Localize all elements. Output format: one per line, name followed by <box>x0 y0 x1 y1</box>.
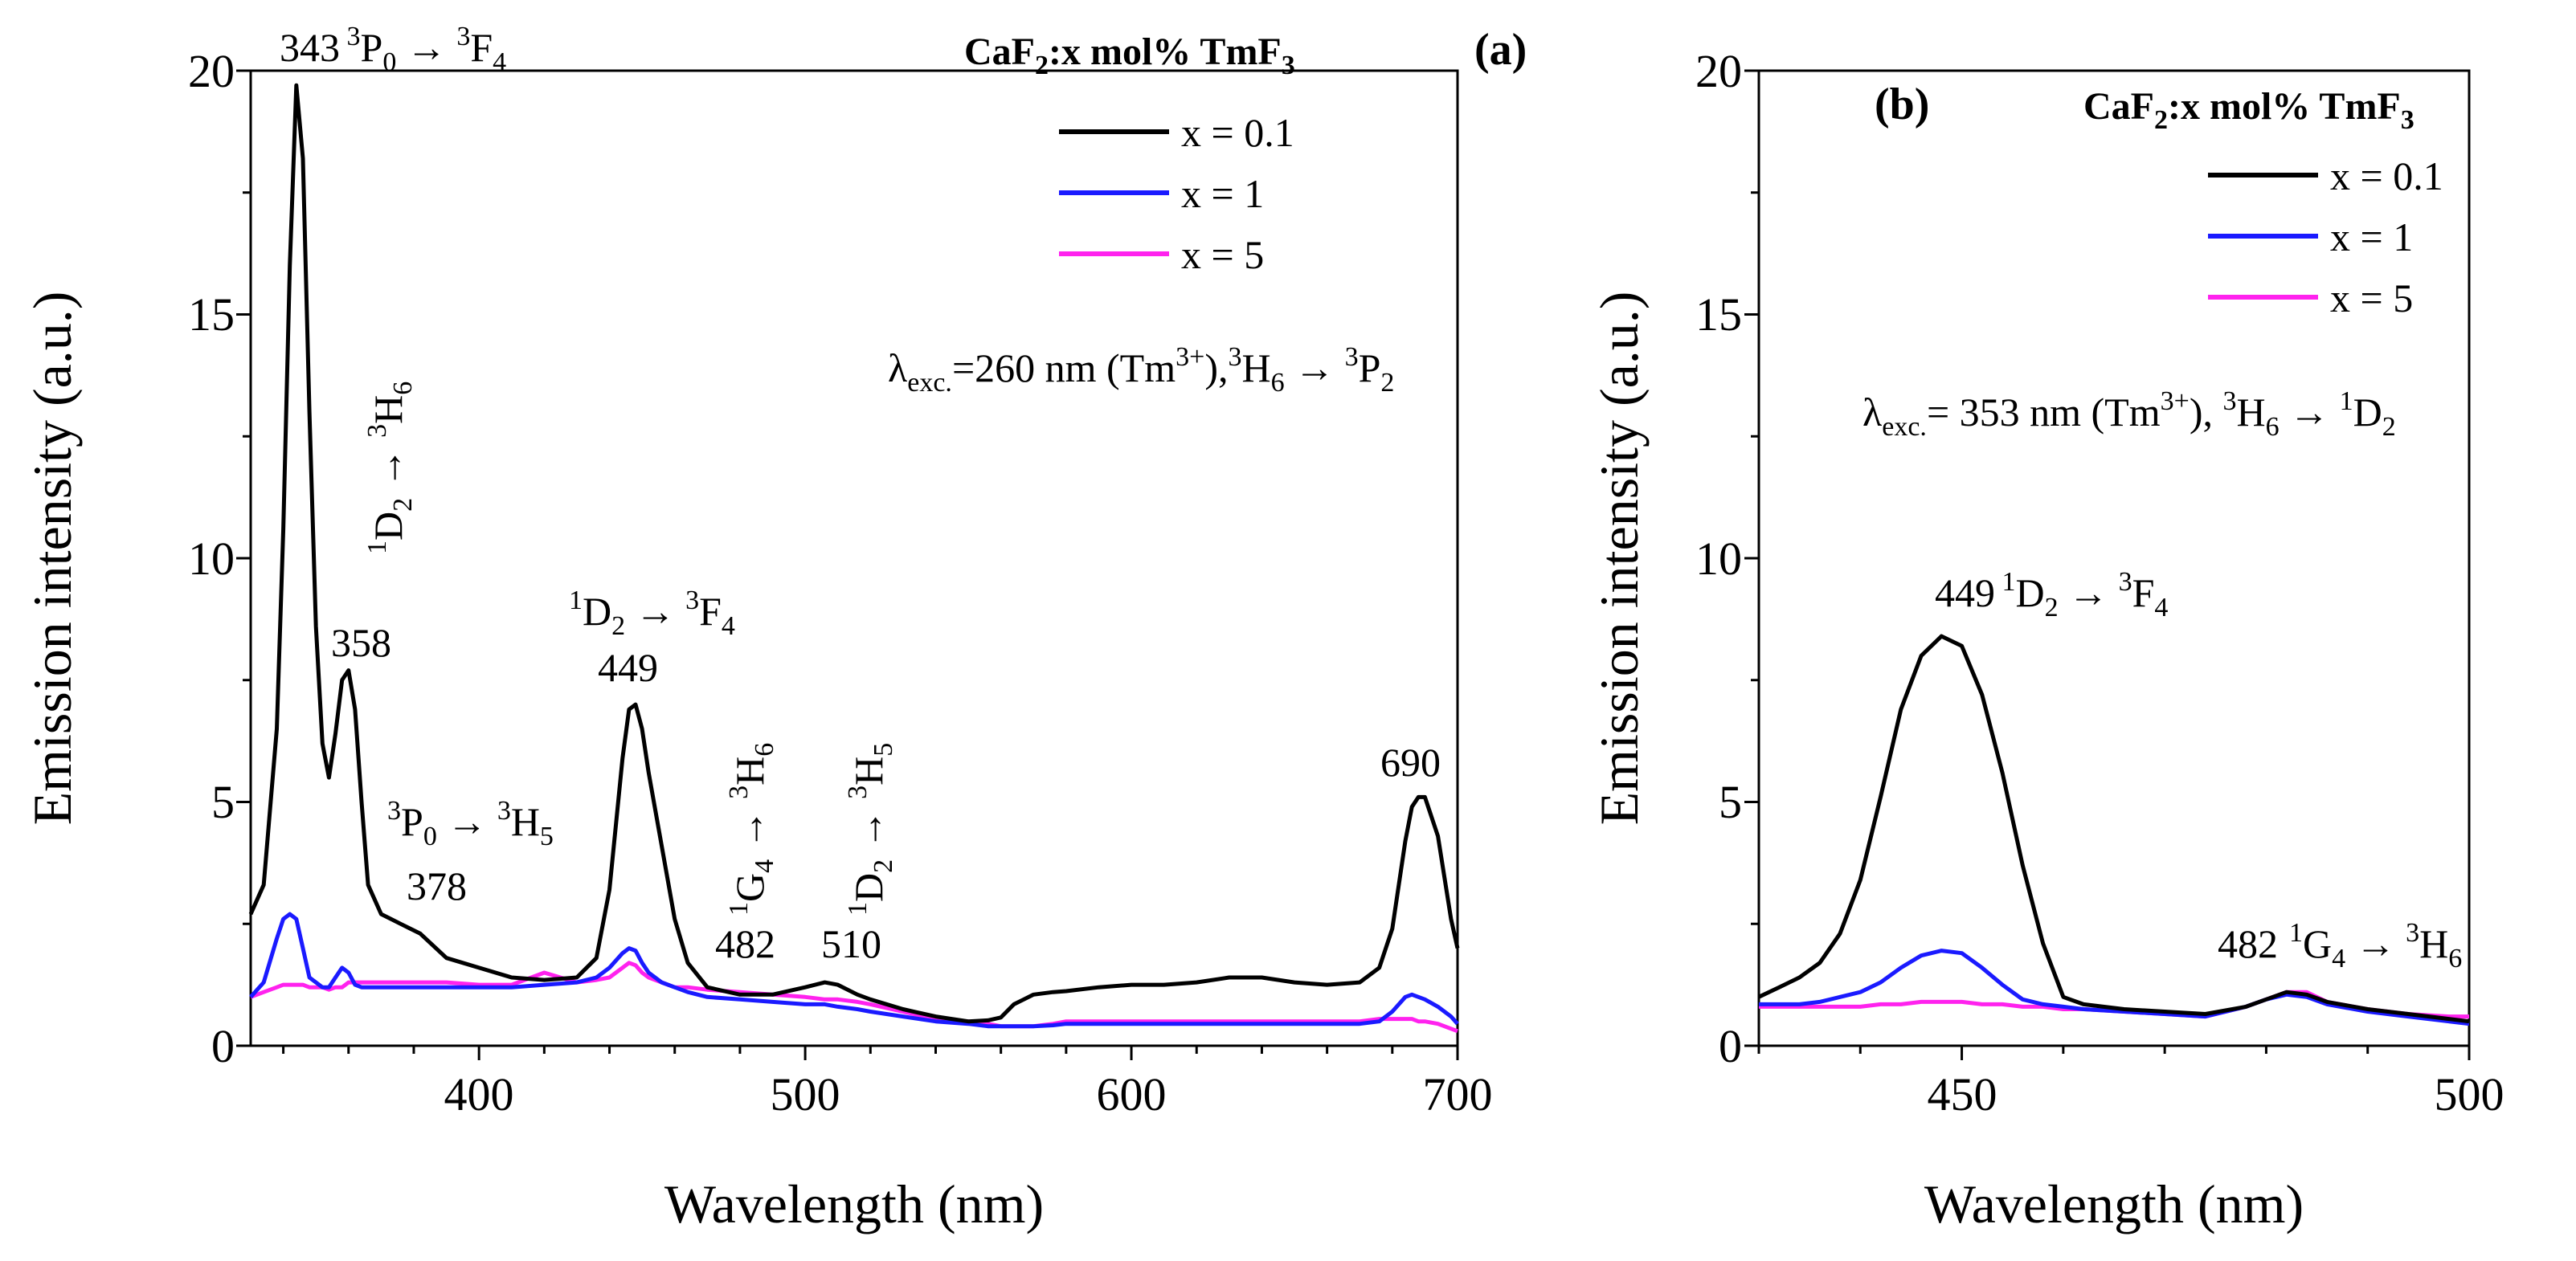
peak-label-378: 378 <box>407 863 467 908</box>
ytick-label: 5 <box>1719 776 1742 828</box>
transition-label-378: 3P0 → 3H5 <box>387 796 554 851</box>
peak-label-358: 358 <box>331 620 391 665</box>
legend-label: x = 1 <box>2330 214 2413 259</box>
peak-label-343: 343 3P0 → 3F4 <box>280 22 506 77</box>
peak-label-449: 449 <box>598 645 658 690</box>
ytick-label: 5 <box>211 776 235 828</box>
xtick-label: 500 <box>771 1068 840 1120</box>
panel-label-b: (b) <box>1875 80 1929 129</box>
ytick-label: 0 <box>1719 1020 1742 1072</box>
xtick-label: 700 <box>1423 1068 1493 1120</box>
series-line-x0.1 <box>248 83 1460 1024</box>
y-axis-label-a: Emission intensity (a.u.) <box>22 292 83 826</box>
ytick-label: 20 <box>188 45 235 97</box>
panel-a: 0 5 10 15 20 400 500 600 700 Wavelength … <box>22 22 1527 1234</box>
ytick-label: 0 <box>211 1020 235 1072</box>
peak-label-690: 690 <box>1380 740 1441 785</box>
x-axis-label-a: Wavelength (nm) <box>664 1173 1044 1234</box>
legend-a: CaF2:x mol% TmF3 x = 0.1 x = 1 x = 5 <box>964 31 1295 277</box>
series-line-x1 <box>1759 949 2470 1026</box>
transition-label-358: 1D2 → 3H6 <box>362 382 418 554</box>
ytick-label: 20 <box>1695 45 1742 97</box>
ytick-label: 15 <box>1695 288 1742 341</box>
series-line-x1 <box>249 912 1459 1029</box>
peak-label-510: 510 <box>821 921 881 966</box>
ytick-label: 10 <box>1695 533 1742 585</box>
legend-title-a: CaF2:x mol% TmF3 <box>964 31 1295 80</box>
series-line-x0.1 <box>1757 634 2470 1024</box>
ytick-label: 15 <box>188 288 235 341</box>
transition-label-510: 1D2 → 3H5 <box>843 743 898 916</box>
legend-label: x = 0.1 <box>1181 110 1294 155</box>
ytick-label: 10 <box>188 533 235 585</box>
x-axis-label-b: Wavelength (nm) <box>1924 1173 2304 1234</box>
y-axis-label-b: Emission intensity (a.u.) <box>1589 292 1650 826</box>
xtick-label: 450 <box>1928 1068 1997 1120</box>
tick-marks-a <box>236 69 1459 1060</box>
excitation-note-b: λexc.= 353 nm (Tm3+), 3H6 → 1D2 <box>1862 386 2396 442</box>
peak-label-482: 482 <box>715 921 775 966</box>
series-line-x5 <box>250 961 1458 1034</box>
excitation-note-a: λexc.=260 nm (Tm3+),3H6 → 3P2 <box>888 342 1394 398</box>
transition-label-449: 1D2 → 3F4 <box>569 586 735 641</box>
peak-label-449-b: 449 1D2 → 3F4 <box>1935 567 2168 622</box>
legend-label: x = 0.1 <box>2330 153 2443 198</box>
legend-b: CaF2:x mol% TmF3 x = 0.1 x = 1 x = 5 <box>2083 85 2443 320</box>
tick-marks-b <box>1744 69 2471 1060</box>
legend-label: x = 5 <box>2330 275 2413 320</box>
legend-label: x = 1 <box>1181 171 1264 216</box>
panel-label-a: (a) <box>1474 25 1527 75</box>
panel-b: 0 5 10 15 20 450 500 Wavelength (nm) Emi… <box>1589 45 2504 1234</box>
transition-label-482: 1G4 → 3H6 <box>724 743 779 916</box>
xtick-label: 600 <box>1097 1068 1167 1120</box>
legend-label: x = 5 <box>1181 232 1264 277</box>
peak-label-482-b: 482 1G4 → 3H6 <box>2218 918 2462 973</box>
xtick-label: 500 <box>2435 1068 2504 1120</box>
xtick-label: 400 <box>444 1068 514 1120</box>
legend-title-b: CaF2:x mol% TmF3 <box>2083 85 2414 135</box>
